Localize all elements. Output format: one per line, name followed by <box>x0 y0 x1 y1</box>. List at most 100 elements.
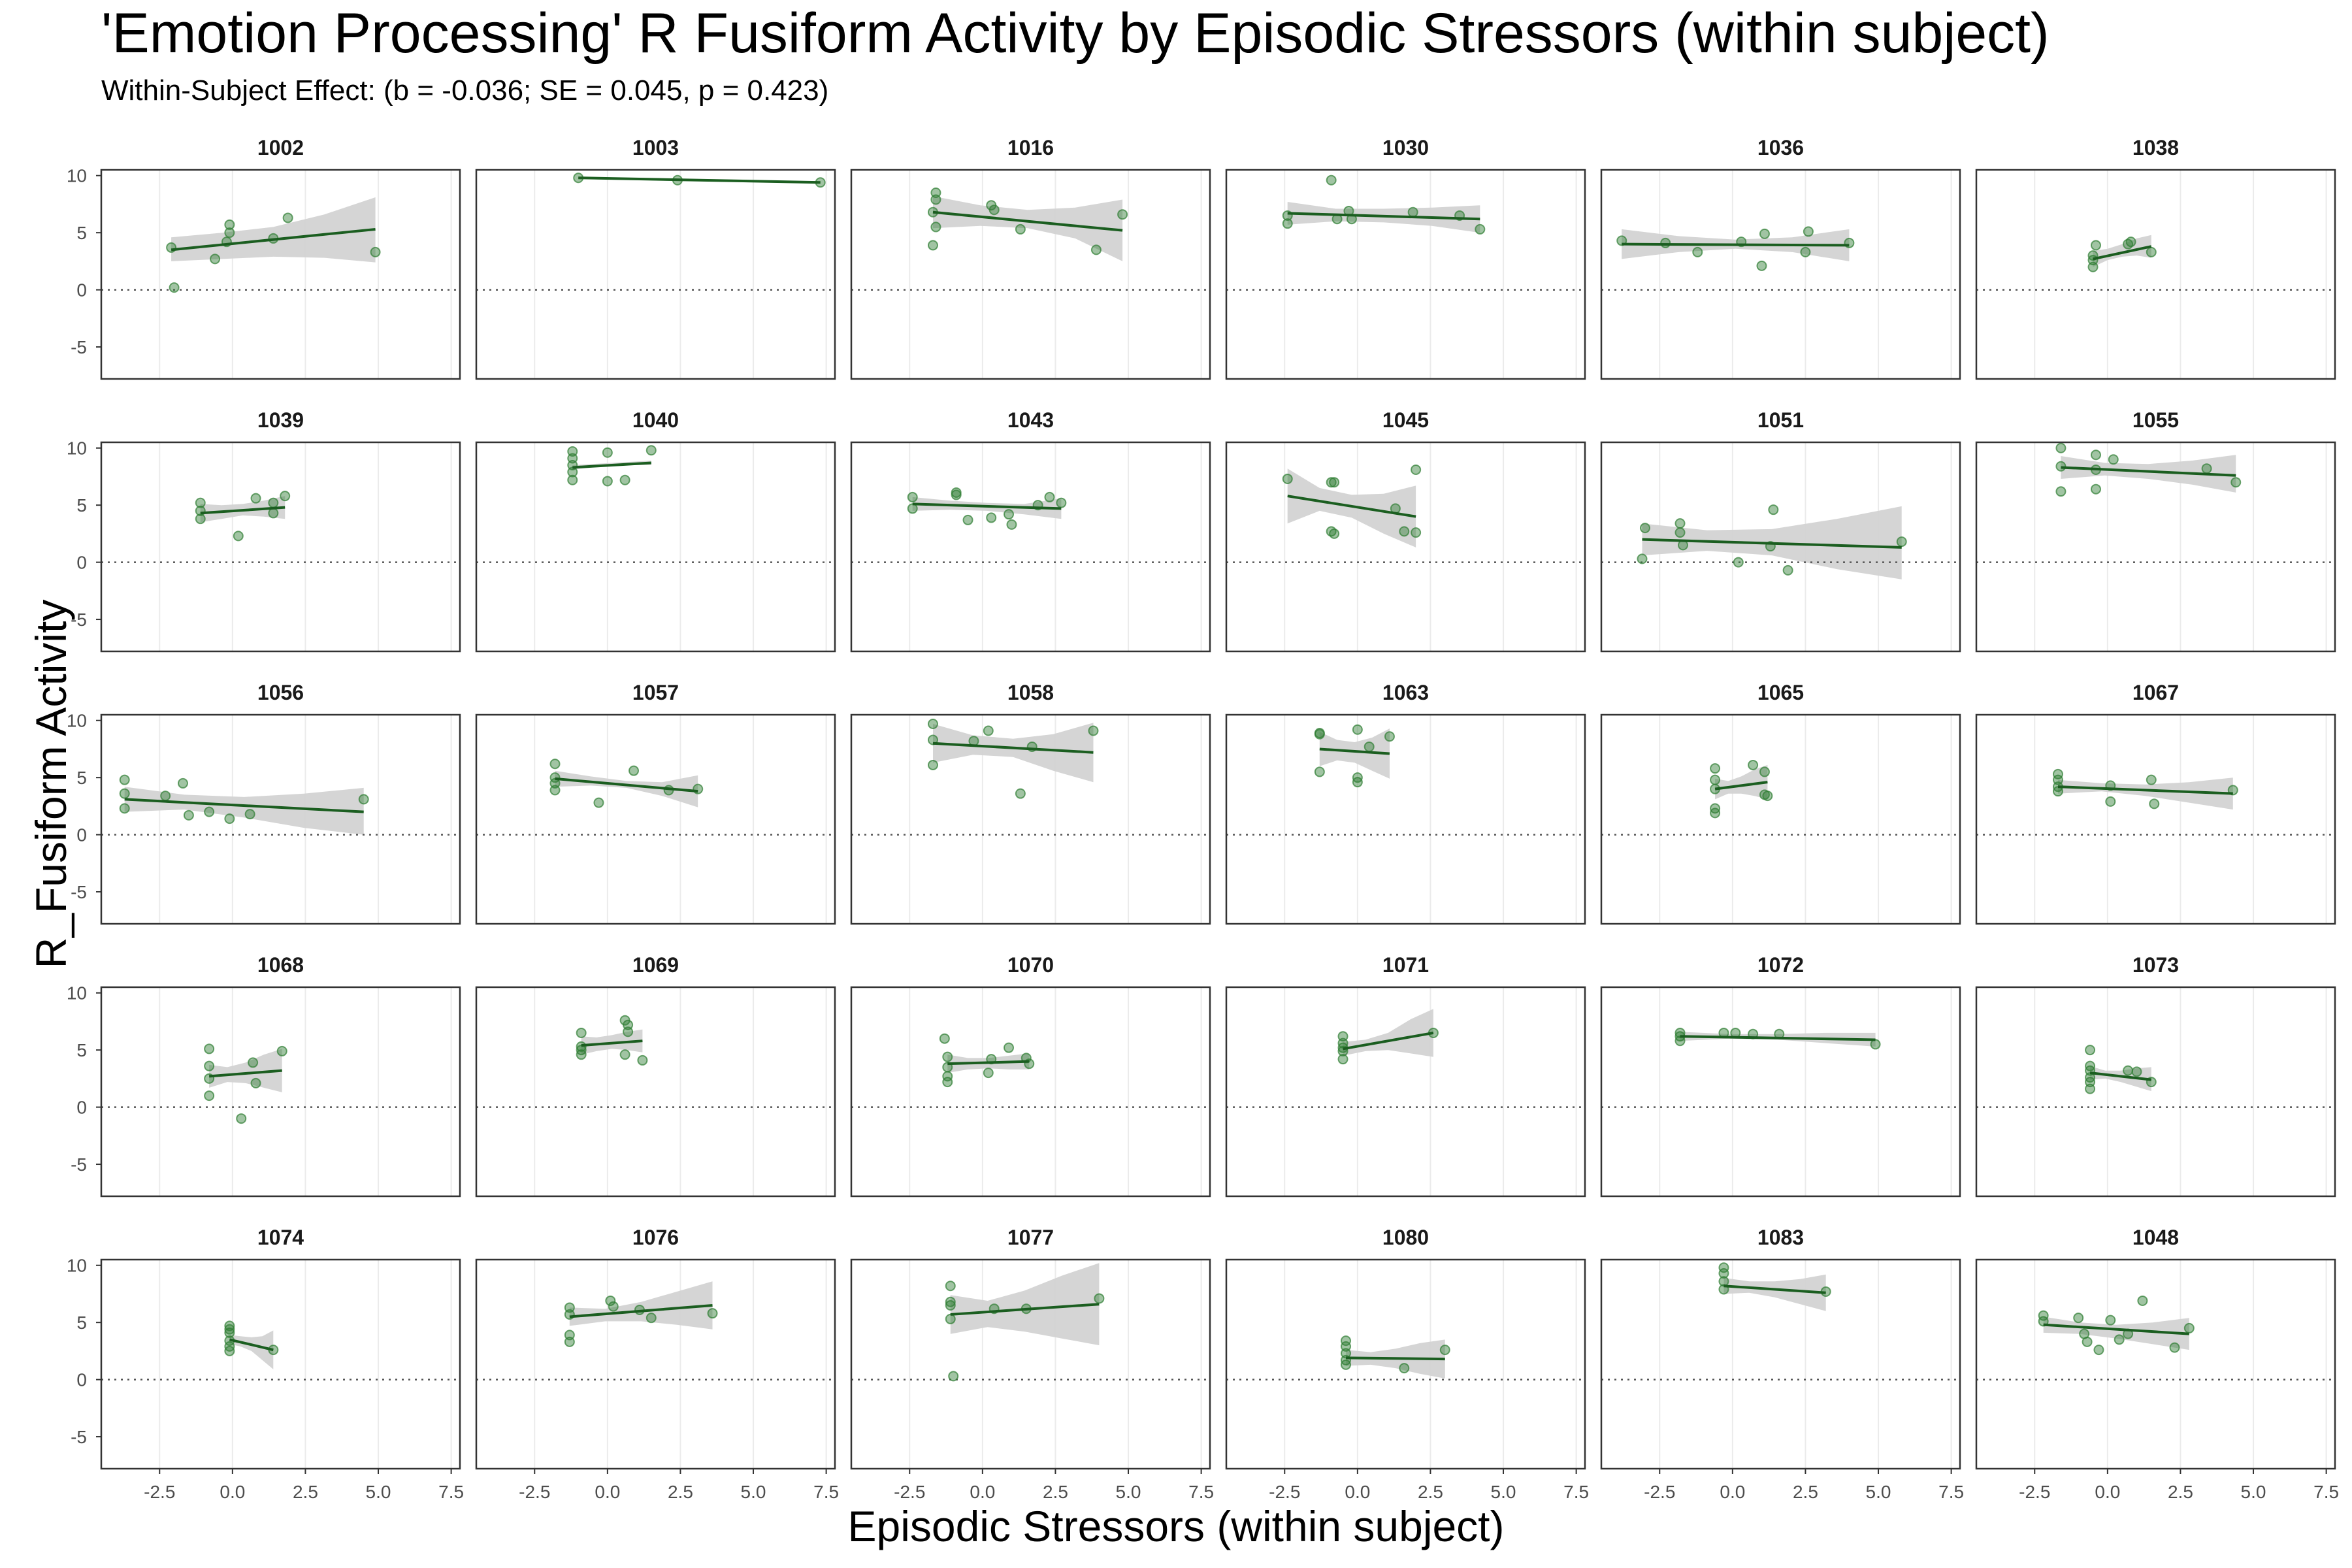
data-point <box>645 445 657 456</box>
data-point <box>945 1296 956 1307</box>
facet-label-1002: 1002 <box>257 136 304 159</box>
y-tick-label: -5 <box>71 882 87 902</box>
data-point <box>1710 763 1721 774</box>
y-tick-label: 0 <box>76 825 87 845</box>
confidence-band <box>1343 1009 1433 1057</box>
x-tick-label: -2.5 <box>519 1482 550 1502</box>
facet-panel-1080: 1080 -2.5 0.0 2.5 5.0 7.5 <box>1225 1226 1589 1502</box>
data-point <box>549 759 561 770</box>
data-point <box>1015 223 1026 235</box>
y-tick-label: 5 <box>76 768 87 788</box>
panel-border <box>1225 441 1586 653</box>
facet-label-1058: 1058 <box>1007 681 1054 704</box>
data-point <box>2169 1342 2180 1353</box>
x-tick-label: -2.5 <box>1269 1482 1300 1502</box>
facet-label-1051: 1051 <box>1757 408 1804 432</box>
fit-line <box>1680 1035 1876 1041</box>
x-tick-label: 2.5 <box>1418 1482 1443 1502</box>
data-point <box>1748 759 1759 770</box>
x-tick-label: 2.5 <box>668 1482 693 1502</box>
x-tick-label: -2.5 <box>144 1482 175 1502</box>
fit-line <box>1714 781 1768 791</box>
data-point <box>1326 477 1337 488</box>
data-point <box>233 531 244 542</box>
data-point <box>2146 246 2157 257</box>
data-point <box>1314 727 1325 738</box>
data-point <box>1384 731 1395 742</box>
facet-panel-1051: 1051 <box>1600 408 1961 653</box>
x-tick-label: 2.5 <box>293 1482 318 1502</box>
data-point <box>945 1299 956 1311</box>
panel-border <box>1225 713 1586 925</box>
data-point <box>1759 766 1770 777</box>
data-point <box>2055 442 2066 453</box>
confidence-band <box>1319 728 1390 779</box>
data-point <box>1407 206 1418 218</box>
fit-line <box>2043 1323 2189 1335</box>
data-point <box>1660 237 1671 248</box>
data-point <box>948 1371 959 1382</box>
x-tick-label: 0.0 <box>2095 1482 2120 1502</box>
panel-border <box>100 986 461 1198</box>
data-point <box>567 474 578 485</box>
data-point <box>282 212 293 223</box>
confidence-band <box>1287 468 1416 547</box>
data-point <box>224 219 235 230</box>
facet-label-1068: 1068 <box>257 953 304 977</box>
x-tick-label: 7.5 <box>438 1482 464 1502</box>
x-tick-label: 0.0 <box>220 1482 245 1502</box>
data-point <box>930 194 941 205</box>
fit-line <box>2089 1071 2152 1081</box>
x-tick-label: 7.5 <box>2313 1482 2339 1502</box>
panel-border <box>1225 986 1586 1198</box>
facet-label-1067: 1067 <box>2132 681 2179 704</box>
panel-border <box>1600 713 1961 925</box>
confidence-band <box>2090 1066 2151 1092</box>
data-point <box>576 1049 587 1060</box>
data-point <box>160 791 171 802</box>
data-point <box>268 497 279 508</box>
data-point <box>1004 1042 1015 1053</box>
data-point <box>1341 1359 1351 1370</box>
fit-line <box>1723 1284 1826 1294</box>
data-point <box>1782 564 1793 576</box>
data-point <box>939 1033 950 1044</box>
data-point <box>962 514 973 525</box>
data-point <box>637 1054 648 1066</box>
data-point <box>608 1301 619 1312</box>
data-point <box>988 204 1000 216</box>
facet-label-1069: 1069 <box>632 953 679 977</box>
data-point <box>183 809 194 821</box>
facet-label-1055: 1055 <box>2132 408 2179 432</box>
data-point <box>224 227 235 238</box>
data-point <box>204 1060 215 1071</box>
y-tick-label: -5 <box>71 1427 87 1447</box>
x-tick-label: -2.5 <box>2019 1482 2050 1502</box>
data-point <box>986 512 997 523</box>
fit-line <box>1287 495 1416 518</box>
x-tick-label: 7.5 <box>813 1482 839 1502</box>
y-tick-label: 10 <box>67 438 87 459</box>
data-point <box>945 1313 956 1324</box>
data-point <box>2091 449 2101 461</box>
facet-panel-1055: 1055 <box>1975 408 2336 653</box>
panel-border <box>475 1258 836 1470</box>
data-point <box>564 1336 575 1347</box>
data-point <box>195 514 206 525</box>
panel-border <box>475 986 836 1198</box>
facet-panel-1058: 1058 <box>850 681 1211 925</box>
data-point <box>224 1327 235 1338</box>
data-point <box>1674 1036 1686 1047</box>
data-point <box>250 493 261 504</box>
facet-label-1083: 1083 <box>1757 1226 1804 1249</box>
data-point <box>1044 491 1055 502</box>
panel-border <box>1600 986 1961 1198</box>
facet-panel-1063: 1063 <box>1225 681 1586 925</box>
data-point <box>2085 1045 2096 1056</box>
y-tick-label: -5 <box>71 610 87 630</box>
panel-border <box>1975 169 2336 380</box>
facet-panel-1074: 1074 -5 0 5 10 -2.5 0.0 2.5 5.0 7.5 <box>67 1226 464 1502</box>
fit-line <box>932 210 1123 232</box>
facet-label-1077: 1077 <box>1007 1226 1054 1249</box>
x-tick-label: 0.0 <box>970 1482 995 1502</box>
